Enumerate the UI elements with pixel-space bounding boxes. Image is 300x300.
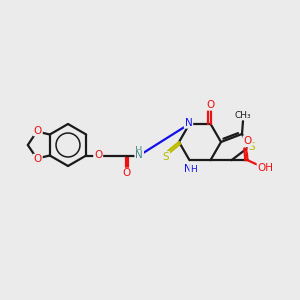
Text: H: H [136,146,143,155]
Text: O: O [34,154,42,164]
Text: O: O [122,169,130,178]
Text: N: N [184,118,192,128]
Text: CH₃: CH₃ [235,110,251,119]
Text: H: H [190,165,197,174]
Text: O: O [94,151,102,160]
Text: O: O [34,125,42,136]
Text: OH: OH [257,163,274,173]
Text: S: S [248,142,255,152]
Text: O: O [206,100,214,110]
Text: S: S [163,152,169,162]
Text: N: N [184,164,191,174]
Text: N: N [135,151,143,160]
Text: O: O [243,136,252,146]
